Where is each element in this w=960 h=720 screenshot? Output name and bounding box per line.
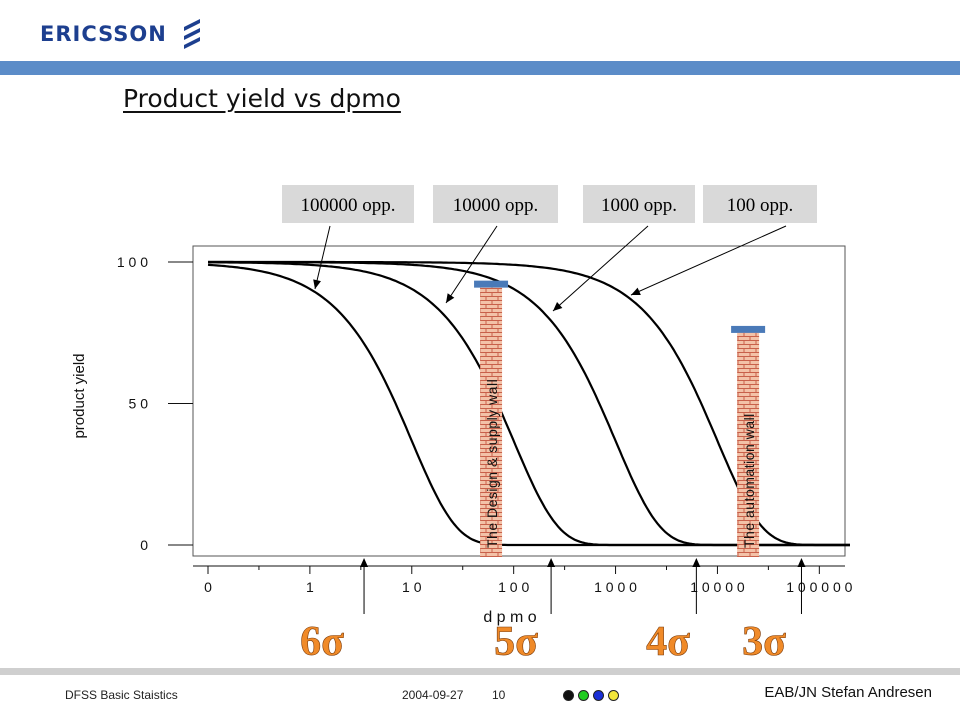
- footer-dot: [608, 690, 619, 701]
- series-label-box: [433, 185, 558, 223]
- series-arrow-head: [553, 302, 563, 311]
- series-arrow-head: [631, 287, 641, 295]
- x-tick-label: 1 0 0 0 0: [690, 579, 745, 595]
- footer-bar: [0, 668, 960, 675]
- x-tick-label: 1 0 0: [498, 579, 529, 595]
- header-bar: [0, 61, 960, 75]
- series-label-box: [703, 185, 817, 223]
- yield-chart: 1 0 0 5 0 0 product yield 0 1 1 0 1 0 0 1 0 0 0 1…: [71, 185, 853, 665]
- wall-label: The Design & supply wall: [484, 379, 500, 548]
- sigma-label: 5σ: [494, 619, 538, 665]
- sigma-label: 3σ: [742, 619, 786, 665]
- x-tick-label: 1 0 0 0 0 0: [786, 579, 852, 595]
- footer-page: 10: [492, 688, 506, 702]
- series-label: 100 opp.: [727, 195, 794, 216]
- x-tick-label: 1 0: [402, 579, 422, 595]
- walls-layer: The Design & supply wall The automation w…: [474, 280, 766, 557]
- series-arrow-line: [630, 225, 787, 296]
- axes-layer: 1 0 0 5 0 0 product yield 0 1 1 0 1 0 0 1 0 0 0 1…: [71, 245, 853, 626]
- series-arrow-line: [445, 225, 498, 304]
- brick-wall: [737, 332, 760, 557]
- series-label: 10000 opp.: [453, 195, 539, 216]
- footer-course: DFSS Basic Staistics: [65, 688, 178, 702]
- sigma-arrow-head: [360, 558, 369, 567]
- sigma-arrow-head: [692, 558, 701, 567]
- footer-date: 2004-09-27: [402, 688, 464, 702]
- x-tick-label: 1 0 0 0: [594, 579, 637, 595]
- sigma-layer: 6σ 5σ 4σ 3σ: [300, 558, 806, 665]
- series-arrow-head: [446, 293, 455, 303]
- footer-dot: [563, 690, 574, 701]
- series-arrow-head: [313, 279, 321, 289]
- series-arrow-line: [552, 225, 649, 312]
- sigma-arrow-head: [547, 558, 556, 567]
- y-axis-title: product yield: [71, 353, 88, 438]
- page-title: Product yield vs dpmo: [123, 84, 401, 113]
- footer-dot: [578, 690, 589, 701]
- series-label-box: [282, 185, 414, 223]
- series-label: 100000 opp.: [301, 195, 396, 216]
- footer-author: EAB/JN Stefan Andresen: [764, 684, 932, 701]
- x-tick-label: 0: [204, 579, 212, 595]
- wall-cap: [731, 325, 766, 333]
- sigma-label: 4σ: [646, 619, 690, 665]
- series-arrow-line: [314, 225, 331, 290]
- labels-layer: 100000 opp. 10000 opp. 1000 opp. 100 opp.: [282, 185, 817, 312]
- x-tick-label: 1: [306, 579, 314, 595]
- brick-wall: [480, 287, 503, 557]
- series-label: 1000 opp.: [601, 195, 677, 216]
- series-label-box: [583, 185, 695, 223]
- wall-cap: [474, 280, 509, 288]
- y-tick-label: 0: [140, 537, 148, 553]
- y-tick-label: 1 0 0: [117, 254, 148, 270]
- x-axis-title: d p m o: [483, 609, 536, 626]
- logo-text: ERICSSON: [40, 22, 167, 46]
- wall-label: The automation wall: [741, 413, 757, 548]
- ericsson-mark-icon: [183, 19, 200, 49]
- y-tick-label: 5 0: [129, 396, 149, 412]
- sigma-label: 6σ: [300, 619, 344, 665]
- sigma-arrow-head: [797, 558, 806, 567]
- footer-dots: [563, 690, 619, 701]
- plot-frame: [192, 245, 846, 557]
- ericsson-logo: ERICSSON: [40, 16, 203, 52]
- footer-dot: [593, 690, 604, 701]
